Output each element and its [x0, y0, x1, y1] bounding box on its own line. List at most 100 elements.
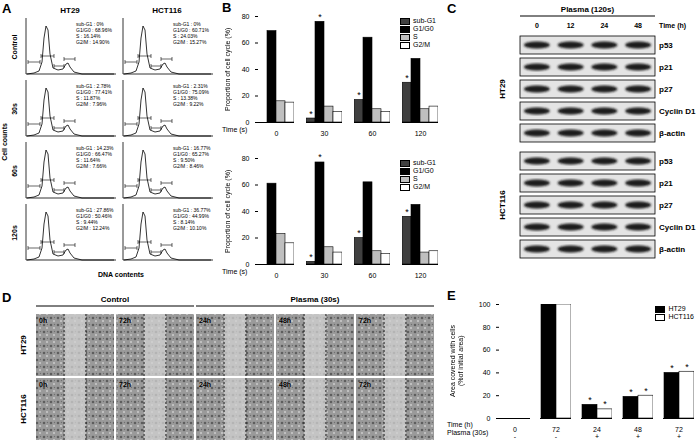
- svg-text:80: 80: [242, 155, 250, 162]
- svg-text:24+: 24+: [593, 426, 601, 440]
- svg-text:24: 24: [600, 22, 608, 29]
- svg-text:20: 20: [242, 92, 250, 99]
- svg-text:0-: 0-: [513, 426, 517, 440]
- svg-text:G2/M : 8.46%: G2/M : 8.46%: [173, 163, 204, 169]
- svg-text:A: A: [2, 1, 12, 16]
- svg-text:*: *: [309, 109, 313, 119]
- svg-text:48: 48: [634, 22, 642, 29]
- svg-text:*: *: [603, 399, 607, 409]
- svg-text:24h: 24h: [199, 381, 211, 388]
- html-text:Plasma (30s): Plasma (30s): [447, 428, 489, 436]
- svg-text:72h: 72h: [359, 381, 371, 388]
- html-text:B: B: [222, 0, 232, 15]
- svg-text:*: *: [588, 395, 592, 405]
- svg-text:40: 40: [483, 369, 491, 376]
- svg-text:0: 0: [275, 272, 279, 279]
- svg-text:60: 60: [369, 272, 377, 279]
- svg-text:Cyclin D1: Cyclin D1: [659, 223, 696, 232]
- svg-text:60: 60: [242, 181, 250, 188]
- svg-text:0: 0: [275, 130, 279, 137]
- svg-text:*: *: [405, 207, 409, 217]
- svg-text:72h: 72h: [359, 317, 371, 324]
- svg-text:p27: p27: [659, 201, 673, 210]
- svg-text:β-actin: β-actin: [659, 129, 685, 138]
- svg-text:p21: p21: [659, 179, 673, 188]
- svg-text:60: 60: [369, 130, 377, 137]
- svg-text:DNA contents: DNA contents: [98, 271, 144, 278]
- svg-text:72-: 72-: [552, 426, 560, 440]
- svg-text:Cyclin D1: Cyclin D1: [659, 107, 696, 116]
- svg-text:p27: p27: [659, 85, 673, 94]
- svg-text:*: *: [670, 363, 674, 373]
- svg-text:Plasma (30s): Plasma (30s): [291, 295, 340, 304]
- svg-text:*: *: [629, 387, 633, 397]
- svg-text:120: 120: [415, 272, 427, 279]
- svg-text:40: 40: [242, 66, 250, 73]
- svg-text:G2/M : 15.27%: G2/M : 15.27%: [173, 39, 207, 45]
- svg-text:0: 0: [487, 415, 491, 422]
- svg-text:0h: 0h: [39, 317, 47, 324]
- svg-text:20: 20: [483, 392, 491, 399]
- svg-text:0h: 0h: [39, 381, 47, 388]
- html-text:sub-G1: sub-G1: [413, 17, 436, 24]
- svg-text:*: *: [405, 73, 409, 83]
- svg-text:HT29: HT29: [19, 335, 28, 355]
- svg-text:G2/M : 12.24%: G2/M : 12.24%: [76, 225, 110, 231]
- svg-text:β-actin: β-actin: [659, 245, 685, 254]
- svg-text:60: 60: [483, 346, 491, 353]
- svg-text:48h: 48h: [279, 381, 291, 388]
- svg-text:0: 0: [246, 119, 250, 126]
- svg-text:72+: 72+: [675, 426, 683, 440]
- svg-text:40: 40: [242, 208, 250, 215]
- svg-text:G2/M : 14.90%: G2/M : 14.90%: [76, 39, 110, 45]
- svg-text:30s: 30s: [11, 103, 18, 115]
- svg-text:*: *: [318, 12, 322, 22]
- svg-text:Control: Control: [11, 35, 18, 60]
- svg-text:0: 0: [246, 261, 250, 268]
- svg-text:*: *: [644, 386, 648, 396]
- svg-text:D: D: [2, 290, 11, 305]
- svg-text:HT29: HT29: [60, 6, 80, 15]
- svg-text:HCT116: HCT116: [498, 190, 507, 220]
- svg-text:*: *: [318, 152, 322, 162]
- html-text:Area covered with cells (%of i: Area covered with cells (%of initial are…: [449, 325, 464, 397]
- svg-text:72h: 72h: [119, 381, 131, 388]
- svg-text:Plasma (120s): Plasma (120s): [561, 5, 615, 14]
- svg-text:HCT116: HCT116: [152, 6, 182, 15]
- svg-text:p21: p21: [659, 63, 673, 72]
- svg-text:120: 120: [415, 130, 427, 137]
- svg-text:24h: 24h: [199, 317, 211, 324]
- svg-text:*: *: [685, 362, 689, 372]
- svg-text:G2/M : 7.96%: G2/M : 7.96%: [76, 101, 107, 107]
- svg-text:120s: 120s: [11, 225, 18, 241]
- svg-text:30: 30: [321, 272, 329, 279]
- svg-text:72h: 72h: [119, 317, 131, 324]
- svg-text:12: 12: [567, 22, 575, 29]
- svg-text:p53: p53: [659, 157, 673, 166]
- svg-text:60: 60: [242, 39, 250, 46]
- svg-text:G2/M : 7.66%: G2/M : 7.66%: [76, 163, 107, 169]
- svg-text:*: *: [357, 90, 361, 100]
- svg-text:Cell counts: Cell counts: [1, 123, 8, 161]
- svg-text:80: 80: [483, 324, 491, 331]
- html-text:E: E: [447, 288, 456, 303]
- svg-text:48h: 48h: [279, 317, 291, 324]
- html-text:G1/G0: G1/G0: [413, 25, 434, 32]
- svg-text:G2/M : 9.22%: G2/M : 9.22%: [173, 101, 204, 107]
- svg-text:20: 20: [242, 234, 250, 241]
- svg-text:*: *: [357, 228, 361, 238]
- svg-text:80: 80: [242, 13, 250, 20]
- svg-text:p53: p53: [659, 41, 673, 50]
- svg-text:C: C: [447, 1, 457, 16]
- svg-text:HCT116: HCT116: [19, 394, 28, 424]
- svg-text:G2/M : 10.10%: G2/M : 10.10%: [173, 225, 207, 231]
- svg-text:100: 100: [479, 301, 491, 308]
- svg-text:*: *: [309, 252, 313, 262]
- svg-text:30: 30: [321, 130, 329, 137]
- svg-text:48+: 48+: [634, 426, 642, 440]
- svg-text:60s: 60s: [11, 165, 18, 177]
- svg-text:HT29: HT29: [498, 79, 507, 99]
- svg-text:Control: Control: [101, 295, 129, 304]
- svg-text:0: 0: [535, 22, 539, 29]
- svg-text:Time (h): Time (h): [659, 22, 686, 30]
